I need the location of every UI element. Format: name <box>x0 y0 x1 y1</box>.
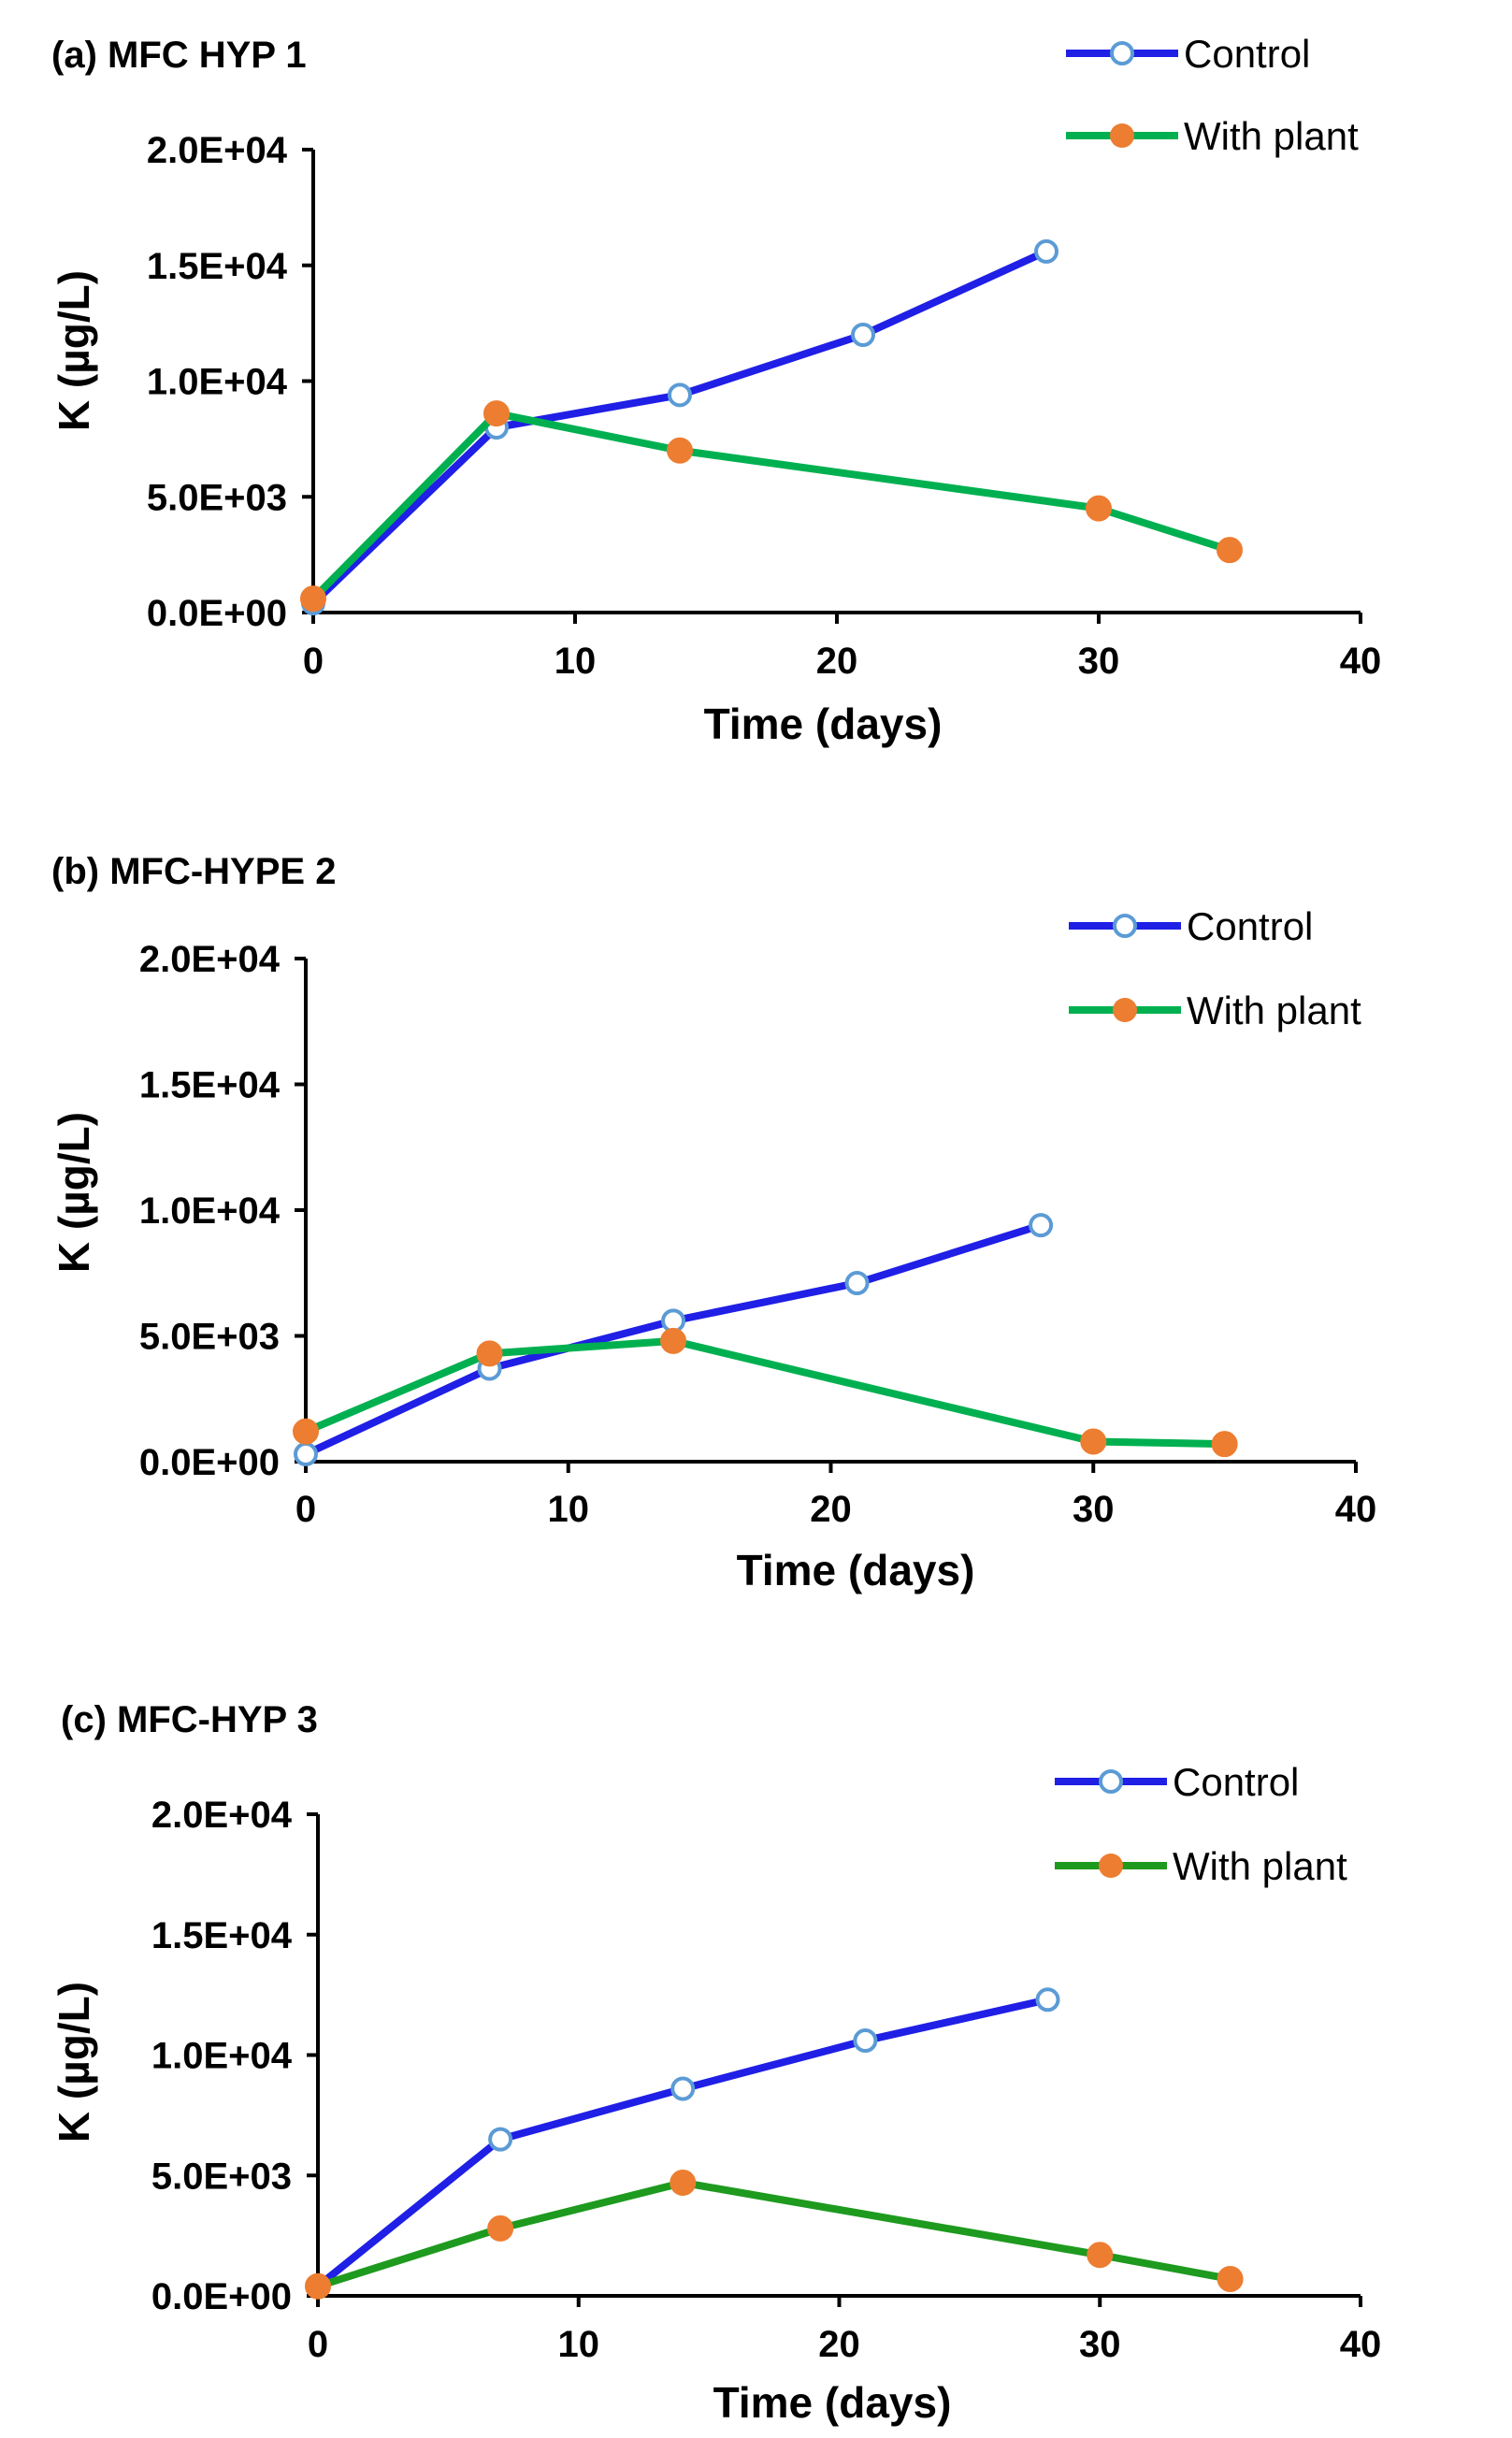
legend-marker <box>1110 123 1134 148</box>
data-point <box>844 1271 870 1296</box>
data-point <box>660 1327 687 1354</box>
legend-label: With plant <box>1184 114 1359 158</box>
series-line <box>315 1996 1049 2289</box>
data-point <box>293 1418 319 1445</box>
x-tick-label: 40 <box>1340 641 1382 682</box>
series-with-plant <box>305 2169 1244 2300</box>
data-point <box>1211 1431 1238 1458</box>
y-tick-label: 0.0E+00 <box>151 2276 292 2317</box>
data-point <box>1080 1428 1107 1455</box>
legend-label: With plant <box>1173 1844 1347 1888</box>
chart-title: (b) MFC-HYPE 2 <box>51 851 336 892</box>
x-axis-title: Time (days) <box>713 2378 952 2427</box>
y-axis-title: K (µg/L) <box>50 1982 98 2142</box>
data-point <box>488 2127 513 2152</box>
legend-entry: Control <box>1066 32 1310 76</box>
data-point <box>667 437 693 464</box>
data-point <box>668 382 692 408</box>
legend-label: Control <box>1187 904 1313 948</box>
x-tick-label: 10 <box>554 641 597 682</box>
y-tick-label: 5.0E+03 <box>139 1317 280 1358</box>
y-tick-label: 1.5E+04 <box>147 246 288 287</box>
series-with-plant <box>300 400 1243 613</box>
chart-panel-1: (a) MFC HYP 1 0.0E+00 5.0E+03 1.0E+04 1.5E+0… <box>50 32 1381 748</box>
series-control <box>301 238 1058 616</box>
x-tick-label: 30 <box>1079 2324 1121 2365</box>
x-tick-label: 10 <box>558 2324 600 2365</box>
legend-label: With plant <box>1187 988 1361 1032</box>
chart-panel-3: (c) MFC-HYP 3 0.0E+00 5.0E+03 1.0E+04 1.5E+0… <box>50 1699 1381 2427</box>
data-point <box>1217 537 1243 564</box>
x-axis-title: Time (days) <box>704 700 943 748</box>
x-axis-title: Time (days) <box>737 1546 975 1594</box>
y-axis-title: K (µg/L) <box>50 1112 98 1273</box>
legend-entry: Control <box>1055 1760 1299 1804</box>
y-axis-title: K (µg/L) <box>50 270 98 431</box>
x-tick-label: 0 <box>308 2324 328 2365</box>
x-tick-label: 20 <box>818 2324 860 2365</box>
data-point <box>487 2214 514 2242</box>
series-line <box>310 248 1048 606</box>
y-tick-label: 2.0E+04 <box>147 130 288 171</box>
data-point <box>853 2028 878 2054</box>
x-tick-label: 10 <box>548 1489 590 1530</box>
y-tick-label: 1.5E+04 <box>151 1915 293 1956</box>
y-tick-label: 2.0E+04 <box>151 1795 293 1836</box>
x-tick-label: 40 <box>1340 2324 1382 2365</box>
y-tick-label: 1.5E+04 <box>139 1065 281 1106</box>
y-tick-label: 1.0E+04 <box>139 1190 281 1232</box>
data-point <box>1217 2265 1244 2292</box>
data-point <box>300 585 326 613</box>
series-control <box>306 1987 1060 2299</box>
data-point <box>476 1340 503 1367</box>
x-tick-label: 30 <box>1073 1489 1115 1530</box>
chart-title: (a) MFC HYP 1 <box>51 35 307 76</box>
y-tick-label: 1.0E+04 <box>147 362 288 403</box>
series-with-plant <box>293 1327 1238 1458</box>
legend-entry: With plant <box>1069 988 1361 1032</box>
legend-marker <box>1113 914 1137 938</box>
data-point <box>670 2169 697 2196</box>
y-tick-label: 0.0E+00 <box>139 1442 280 1483</box>
legend-entry: With plant <box>1066 114 1359 158</box>
data-point <box>1029 1213 1054 1238</box>
chart-panel-2: (b) MFC-HYPE 2 0.0E+00 5.0E+03 1.0E+04 1.5E+… <box>50 851 1376 1594</box>
legend-marker <box>1113 998 1137 1022</box>
x-tick-label: 20 <box>816 641 858 682</box>
y-tick-label: 1.0E+04 <box>151 2036 293 2077</box>
x-tick-label: 20 <box>810 1489 852 1530</box>
x-tick-label: 30 <box>1078 641 1120 682</box>
y-tick-label: 5.0E+03 <box>147 477 287 518</box>
data-point <box>294 1441 318 1466</box>
data-point <box>1034 238 1058 264</box>
y-tick-label: 2.0E+04 <box>139 939 281 980</box>
legend-marker <box>1099 1769 1123 1794</box>
x-tick-label: 0 <box>295 1489 316 1530</box>
data-point <box>851 323 875 347</box>
legend-marker <box>1099 1854 1123 1878</box>
legend-label: Control <box>1184 32 1310 76</box>
x-tick-label: 40 <box>1335 1489 1377 1530</box>
legend-entry: Control <box>1069 904 1313 948</box>
data-point <box>305 2272 331 2300</box>
data-point <box>483 400 510 427</box>
y-tick-label: 0.0E+00 <box>147 593 287 634</box>
data-point <box>1035 1987 1060 2012</box>
legend-label: Control <box>1173 1760 1299 1804</box>
x-tick-label: 0 <box>303 641 324 682</box>
chart-title: (c) MFC-HYP 3 <box>61 1699 318 1740</box>
legend-marker <box>1110 41 1134 65</box>
series-line <box>316 2178 1231 2290</box>
data-point <box>1087 2242 1114 2269</box>
y-tick-label: 5.0E+03 <box>151 2156 292 2197</box>
legend-entry: With plant <box>1055 1844 1347 1888</box>
data-point <box>1086 495 1112 522</box>
data-point <box>670 2076 696 2101</box>
